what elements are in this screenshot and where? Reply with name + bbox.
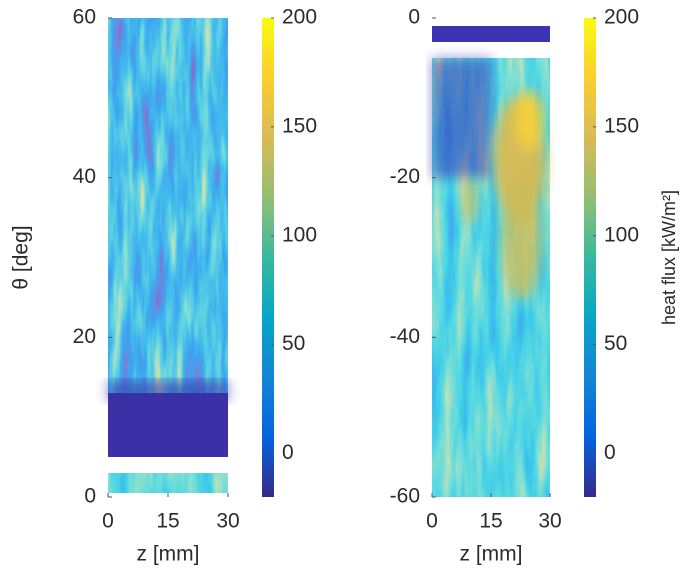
y-tick-label: 0 — [84, 485, 96, 508]
x-tick-label: 15 — [156, 510, 179, 533]
y-axis-label: θ [deg] — [10, 225, 33, 289]
heatmap-field — [108, 18, 228, 493]
colorbar — [584, 18, 596, 497]
colorbar-tick-label: 50 — [282, 332, 305, 355]
colorbar-tick-label: 200 — [604, 6, 639, 29]
y-tick-label: 40 — [73, 165, 96, 188]
x-tick-label: 0 — [426, 510, 438, 533]
colorbar-tick-label: 150 — [282, 114, 317, 137]
colorbar-tick-label: 0 — [604, 441, 616, 464]
y-tick-label: 60 — [73, 6, 96, 29]
colorbar-tick-label: 0 — [282, 441, 294, 464]
x-tick-label: 0 — [102, 510, 114, 533]
colorbar-tick-label: 100 — [604, 223, 639, 246]
colorbar-tick-label: 200 — [282, 6, 317, 29]
colorbar-label: heat flux [kW/m²] — [659, 190, 679, 325]
x-tick-label: 15 — [479, 510, 502, 533]
x-tick-label: 30 — [538, 510, 561, 533]
y-tick-label: -20 — [390, 165, 420, 188]
heatmap-field — [432, 26, 550, 497]
x-axis-label: z [mm] — [137, 543, 200, 566]
colorbar-tick-label: 100 — [282, 223, 317, 246]
y-tick-label: 20 — [73, 325, 96, 348]
x-axis-label: z [mm] — [460, 543, 523, 566]
y-tick-label: 0 — [408, 6, 420, 29]
colorbar-tick-label: 50 — [604, 332, 627, 355]
colorbar-tick-label: 150 — [604, 114, 639, 137]
y-tick-label: -60 — [390, 485, 420, 508]
y-tick-label: -40 — [390, 325, 420, 348]
x-tick-label: 30 — [216, 510, 239, 533]
colorbar — [262, 18, 274, 497]
